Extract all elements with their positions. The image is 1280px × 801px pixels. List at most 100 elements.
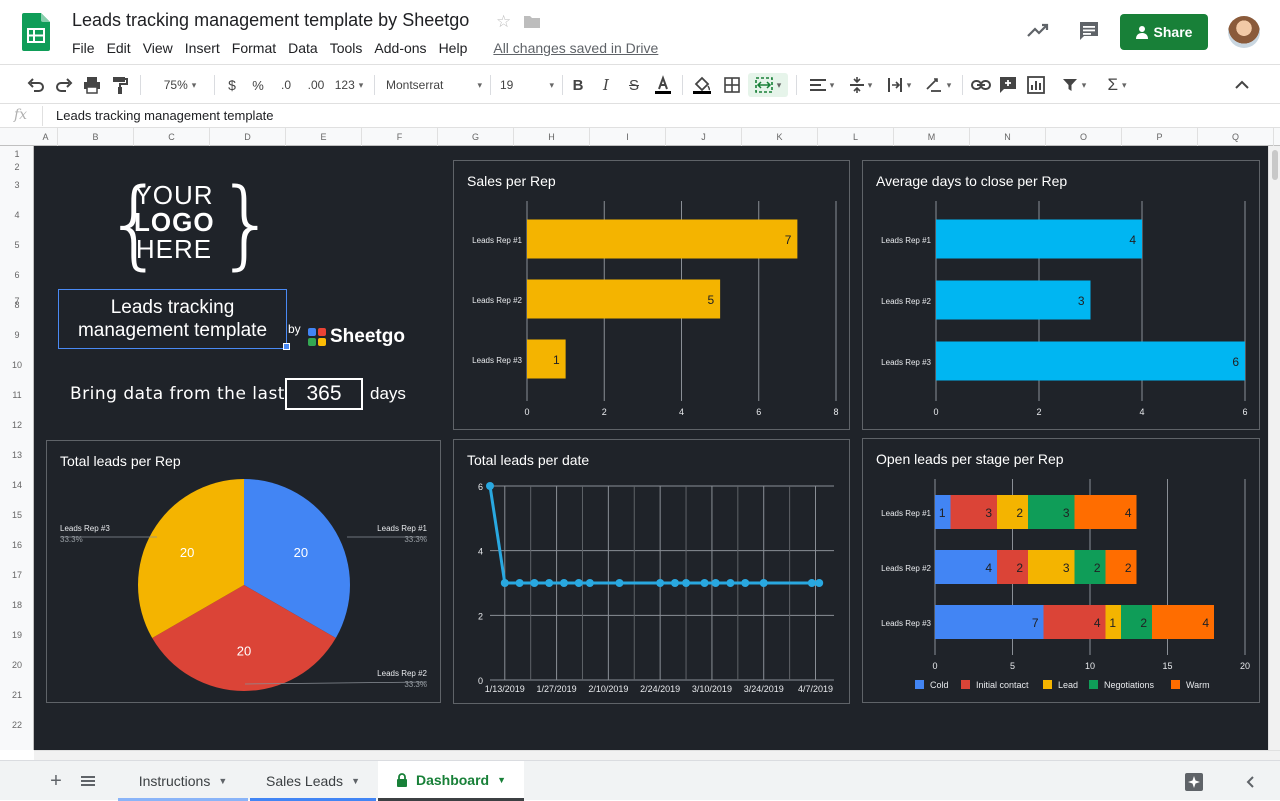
star-icon[interactable]: ☆ bbox=[496, 12, 512, 31]
text-wrap-button[interactable] bbox=[884, 73, 914, 97]
column-header-c[interactable]: C bbox=[134, 128, 210, 146]
row-header-10[interactable]: 10 bbox=[11, 360, 22, 370]
row-header-1[interactable]: 1 bbox=[14, 149, 20, 159]
filter-button[interactable] bbox=[1056, 73, 1092, 97]
currency-format-button[interactable]: $ bbox=[228, 77, 236, 93]
save-status-link[interactable]: All changes saved in Drive bbox=[493, 40, 659, 56]
share-button[interactable]: Share bbox=[1120, 14, 1208, 50]
collapse-chevron-icon[interactable] bbox=[1232, 73, 1252, 97]
sales-per-rep-chart[interactable]: Sales per Rep 0 2 4 6 8 Leads Rep #1 7 Leads Re… bbox=[453, 160, 850, 430]
print-icon[interactable] bbox=[82, 73, 102, 97]
row-header-4[interactable]: 4 bbox=[14, 210, 20, 220]
strikethrough-button[interactable]: S bbox=[628, 76, 639, 94]
font-size-select[interactable]: 19 bbox=[500, 73, 554, 97]
chevron-down-icon[interactable]: ▼ bbox=[497, 774, 507, 785]
menu-edit[interactable]: Edit bbox=[106, 40, 131, 56]
logo-placeholder[interactable]: { YOUR LOGO HERE } bbox=[104, 176, 277, 276]
italic-button[interactable]: I bbox=[603, 76, 609, 94]
row-header-7[interactable]: 7 bbox=[14, 296, 20, 306]
menu-format[interactable]: Format bbox=[231, 40, 277, 56]
menu-tools[interactable]: Tools bbox=[329, 40, 363, 56]
template-title-cell[interactable]: Leads tracking management template bbox=[58, 289, 287, 349]
folder-icon[interactable] bbox=[523, 14, 541, 30]
row-header-14[interactable]: 14 bbox=[11, 480, 22, 490]
row-header-18[interactable]: 18 bbox=[11, 600, 22, 610]
sheets-logo-icon[interactable] bbox=[22, 13, 50, 51]
horizontal-scrollbar[interactable] bbox=[34, 750, 1280, 760]
row-header-15[interactable]: 15 bbox=[11, 510, 22, 520]
menu-help[interactable]: Help bbox=[438, 40, 468, 56]
text-color-icon[interactable] bbox=[654, 73, 672, 97]
sheet-tab-instructions[interactable]: Instructions ▼ bbox=[118, 761, 248, 801]
row-header-17[interactable]: 17 bbox=[11, 570, 22, 580]
column-header-a[interactable]: A bbox=[34, 128, 58, 146]
row-header-6[interactable]: 6 bbox=[14, 270, 20, 280]
column-header-p[interactable]: P bbox=[1122, 128, 1198, 146]
row-header-3[interactable]: 3 bbox=[14, 180, 20, 190]
horizontal-align-button[interactable] bbox=[806, 73, 838, 97]
row-header-5[interactable]: 5 bbox=[14, 240, 20, 250]
column-header-m[interactable]: M bbox=[894, 128, 970, 146]
open-leads-per-stage-chart[interactable]: Open leads per stage per Rep 0 5 10 15 20 Lea… bbox=[862, 438, 1260, 703]
document-title[interactable]: Leads tracking management template by Sh… bbox=[72, 10, 470, 30]
column-header-b[interactable]: B bbox=[58, 128, 134, 146]
formula-input[interactable]: Leads tracking management template bbox=[56, 108, 274, 123]
column-header-o[interactable]: O bbox=[1046, 128, 1122, 146]
menu-addons[interactable]: Add-ons bbox=[374, 40, 427, 56]
column-header-g[interactable]: G bbox=[438, 128, 514, 146]
row-header-22[interactable]: 22 bbox=[11, 720, 22, 730]
explore-icon[interactable] bbox=[1184, 772, 1204, 792]
insert-chart-icon[interactable] bbox=[1026, 73, 1046, 97]
sheet-tab-sales-leads[interactable]: Sales Leads ▼ bbox=[250, 761, 376, 801]
column-header-n[interactable]: N bbox=[970, 128, 1046, 146]
column-header-h[interactable]: H bbox=[514, 128, 590, 146]
vertical-scrollbar[interactable] bbox=[1268, 146, 1280, 750]
menu-data[interactable]: Data bbox=[288, 40, 318, 56]
row-header-12[interactable]: 12 bbox=[11, 420, 22, 430]
column-header-f[interactable]: F bbox=[362, 128, 438, 146]
row-header-21[interactable]: 21 bbox=[11, 690, 22, 700]
menu-view[interactable]: View bbox=[142, 40, 173, 56]
insert-comment-icon[interactable] bbox=[998, 73, 1018, 97]
fill-color-icon[interactable] bbox=[692, 73, 712, 97]
column-header-i[interactable]: I bbox=[590, 128, 666, 146]
row-header-16[interactable]: 16 bbox=[11, 540, 22, 550]
scroll-thumb[interactable] bbox=[1272, 150, 1278, 180]
more-formats-select[interactable]: 123 bbox=[332, 73, 366, 97]
percent-format-button[interactable]: % bbox=[252, 77, 264, 93]
bold-button[interactable]: B bbox=[572, 76, 584, 94]
column-header-e[interactable]: E bbox=[286, 128, 362, 146]
sheet-tab-dashboard[interactable]: Dashboard ▼ bbox=[378, 761, 524, 801]
row-header-2[interactable]: 2 bbox=[14, 162, 20, 172]
paint-format-icon[interactable] bbox=[110, 73, 130, 97]
days-input[interactable]: 365 bbox=[285, 378, 363, 410]
redo-icon[interactable] bbox=[54, 73, 74, 97]
zoom-select[interactable]: 75% bbox=[150, 73, 210, 97]
chevron-down-icon[interactable]: ▼ bbox=[351, 776, 360, 786]
column-header-q[interactable]: Q bbox=[1198, 128, 1274, 146]
insert-link-icon[interactable] bbox=[970, 73, 992, 97]
selection-fill-handle[interactable] bbox=[283, 343, 290, 350]
total-leads-per-rep-chart[interactable]: Total leads per Rep 20 20 20 Leads Rep #1 33… bbox=[46, 440, 441, 703]
activity-trend-icon[interactable] bbox=[1026, 20, 1050, 40]
column-header-j[interactable]: J bbox=[666, 128, 742, 146]
column-header-k[interactable]: K bbox=[742, 128, 818, 146]
column-header-l[interactable]: L bbox=[818, 128, 894, 146]
undo-icon[interactable] bbox=[26, 73, 46, 97]
functions-button[interactable]: Σ bbox=[1100, 73, 1134, 97]
comment-icon[interactable] bbox=[1078, 20, 1100, 42]
column-header-d[interactable]: D bbox=[210, 128, 286, 146]
row-header-20[interactable]: 20 bbox=[11, 660, 22, 670]
borders-icon[interactable] bbox=[722, 73, 742, 97]
font-family-select[interactable]: Montserrat bbox=[386, 73, 482, 97]
total-leads-per-date-chart[interactable]: Total leads per date 0 2 4 6 1/13/2019 1/27/2… bbox=[453, 439, 850, 704]
side-panel-chevron-icon[interactable] bbox=[1244, 775, 1258, 789]
menu-file[interactable]: File bbox=[72, 40, 95, 56]
merge-cells-button[interactable] bbox=[748, 73, 788, 97]
increase-decimal-button[interactable]: .00 bbox=[307, 78, 325, 92]
chevron-down-icon[interactable]: ▼ bbox=[218, 776, 228, 786]
user-avatar[interactable] bbox=[1228, 16, 1260, 48]
menu-insert[interactable]: Insert bbox=[184, 40, 220, 56]
row-header-9[interactable]: 9 bbox=[14, 330, 20, 340]
row-header-19[interactable]: 19 bbox=[11, 630, 22, 640]
